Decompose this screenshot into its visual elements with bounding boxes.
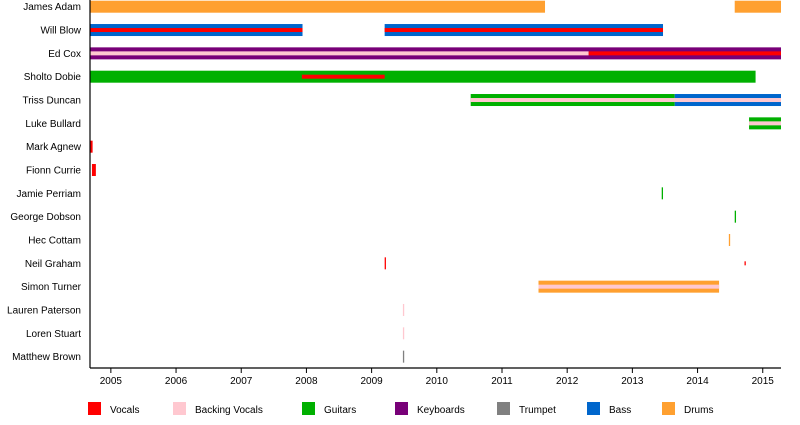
bar-simon-turner-backing-vocals	[538, 284, 720, 289]
x-tick-label: 2010	[426, 376, 449, 387]
member-label: Sholto Dobie	[24, 72, 82, 83]
member-label: Loren Stuart	[26, 329, 81, 340]
member-label: George Dobson	[10, 212, 81, 223]
member-label: James Adam	[23, 2, 81, 13]
member-label: Mark Agnew	[26, 142, 82, 153]
bar-loren-stuart-backing-vocals	[402, 327, 405, 340]
legend-swatch-backing-vocals	[173, 402, 186, 415]
member-label: Hec Cottam	[28, 236, 81, 247]
member-label: Triss Duncan	[22, 96, 81, 107]
member-label: Jamie Perriam	[17, 189, 81, 200]
legend-label: Backing Vocals	[195, 405, 263, 416]
bar-james-adam-drums	[734, 0, 781, 13]
bar-will-blow-vocals	[90, 28, 303, 33]
bar-hec-cottam-drums	[728, 234, 731, 246]
legend-swatch-vocals	[88, 402, 101, 415]
member-label: Fionn Currie	[26, 166, 81, 177]
bar-george-dobson-guitars	[734, 210, 737, 223]
legend-swatch-trumpet	[497, 402, 510, 415]
x-tick-label: 2012	[556, 376, 579, 387]
x-tick-label: 2015	[752, 376, 775, 387]
member-label: Matthew Brown	[12, 352, 81, 363]
member-label: Lauren Paterson	[7, 305, 81, 316]
x-tick-label: 2006	[165, 376, 188, 387]
member-label: Simon Turner	[21, 282, 82, 293]
legend-swatch-bass	[587, 402, 600, 415]
legend-label: Guitars	[324, 405, 356, 416]
legend-label: Trumpet	[519, 405, 556, 416]
legend-swatch-keyboards	[395, 402, 408, 415]
legend-label: Drums	[684, 405, 713, 416]
member-label: Luke Bullard	[25, 119, 81, 130]
bar-lauren-paterson-backing-vocals	[402, 303, 405, 316]
x-tick-label: 2011	[491, 376, 513, 387]
legend-swatch-drums	[662, 402, 675, 415]
bar-neil-graham-vocals	[384, 257, 386, 270]
bar-fionn-currie-vocals	[91, 164, 96, 177]
bar-matthew-brown-trumpet	[402, 350, 405, 363]
member-label: Ed Cox	[48, 49, 81, 60]
legend-label: Keyboards	[417, 405, 465, 416]
bar-sholto-dobie-guitars	[90, 70, 756, 83]
bar-sholto-dobie-vocals	[301, 74, 385, 79]
bar-will-blow-vocals	[384, 28, 664, 33]
x-tick-label: 2005	[100, 376, 123, 387]
x-tick-label: 2007	[230, 376, 253, 387]
member-label: Will Blow	[40, 26, 81, 37]
x-tick-label: 2009	[360, 376, 383, 387]
bar-neil-graham-vocals	[744, 261, 746, 266]
bar-jamie-perriam-guitars	[661, 187, 664, 200]
x-tick-label: 2008	[295, 376, 318, 387]
x-tick-label: 2013	[621, 376, 644, 387]
bar-ed-cox-backing-vocals	[90, 51, 589, 56]
legend-label: Vocals	[110, 405, 139, 416]
bar-james-adam-drums	[90, 0, 546, 13]
bar-luke-bullard-backing-vocals	[749, 121, 781, 126]
bar-ed-cox-vocals	[588, 51, 781, 56]
legend-label: Bass	[609, 405, 631, 416]
x-tick-label: 2014	[686, 376, 709, 387]
member-label: Neil Graham	[25, 259, 81, 270]
bar-mark-agnew-vocals	[90, 140, 93, 153]
legend-swatch-guitars	[302, 402, 315, 415]
bar-triss-duncan-backing-vocals	[470, 98, 781, 103]
